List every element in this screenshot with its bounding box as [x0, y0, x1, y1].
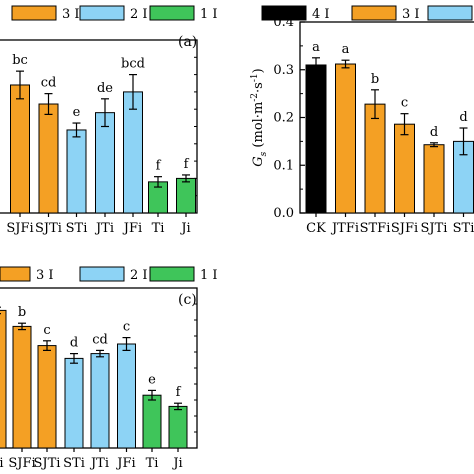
y-axis-label: Gs (mol·m-2·s-1) — [250, 68, 269, 166]
bar — [142, 394, 162, 449]
significance-letter: d — [459, 110, 467, 125]
significance-letter: f — [156, 159, 162, 174]
legend-swatch — [79, 5, 125, 21]
legend-swatch — [79, 266, 125, 282]
significance-letter: e — [148, 372, 156, 387]
significance-letter: c — [43, 323, 50, 338]
bar — [423, 144, 445, 214]
significance-letter: e — [73, 105, 81, 120]
x-tick-label: CK — [306, 221, 326, 236]
x-tick-label: STi — [66, 221, 88, 236]
legend-swatch — [351, 5, 397, 21]
panel-label: (a) — [178, 34, 197, 50]
x-tick-label: STFi — [360, 221, 391, 236]
significance-letter: a — [342, 42, 350, 57]
legend-swatch — [11, 5, 57, 21]
legend-label: 4 I — [312, 7, 330, 22]
x-tick-label: SJFi — [6, 221, 33, 236]
bar — [335, 63, 356, 214]
x-tick-label: JFi — [122, 221, 142, 236]
significance-letter: cd — [92, 332, 108, 347]
x-tick-label: JFi — [115, 456, 135, 471]
legend-label: 2 I — [130, 268, 148, 283]
significance-letter: d — [430, 125, 438, 140]
chart-panel-3: 3 I 2 I 1 I Fi b SJFi c SJTi d STi cd JTi c JFi e Ti f Ji… — [0, 266, 218, 471]
bar — [305, 64, 327, 214]
bar — [176, 177, 196, 214]
y-tick-label: 0.2 — [273, 111, 294, 126]
significance-letter: cd — [41, 76, 57, 91]
x-tick-label: Fi — [0, 456, 4, 471]
significance-letter: f — [184, 157, 190, 172]
bar — [123, 91, 143, 214]
bar — [394, 123, 415, 214]
x-tick-label: Ti — [146, 456, 159, 471]
significance-letter: c — [401, 96, 408, 111]
x-tick-label: JTi — [94, 221, 114, 236]
bar — [90, 353, 110, 449]
x-tick-label: SJTi — [421, 221, 448, 236]
bar — [38, 103, 59, 214]
x-tick-label: JTFi — [330, 221, 359, 236]
bar — [364, 103, 386, 214]
significance-letter: c — [123, 320, 130, 335]
bar — [117, 343, 136, 449]
significance-letter: b — [371, 72, 379, 87]
legend-label: 1 I — [200, 268, 218, 283]
significance-letter: bc — [12, 53, 28, 68]
x-tick-label: Ji — [179, 221, 190, 236]
legend-swatch — [0, 266, 31, 282]
bar — [12, 325, 32, 449]
significance-letter: f — [176, 385, 182, 400]
bar — [95, 112, 115, 214]
significance-letter: b — [18, 305, 26, 320]
legend-swatch — [149, 5, 195, 21]
legend-label: 2 I — [130, 7, 148, 22]
x-tick-label: STi — [453, 221, 474, 236]
x-tick-label: STi — [63, 456, 85, 471]
legend-swatch — [427, 5, 473, 21]
legend-swatch — [149, 266, 195, 282]
legend-label: 3 I — [62, 7, 80, 22]
significance-letter: d — [70, 336, 78, 351]
significance-letter: a — [312, 40, 320, 55]
chart-panel-2: 4 I3 I2 I0.00.10.20.30.4Gs (mol·m-2·s-1)… — [250, 5, 474, 236]
x-tick-label: Ti — [152, 221, 165, 236]
legend-label: 3 I — [36, 268, 54, 283]
legend-label: 3 I — [402, 7, 420, 22]
bar — [64, 357, 84, 449]
panel-label: (c) — [178, 292, 197, 308]
x-tick-label: SJFi — [8, 456, 35, 471]
y-tick-label: 0.1 — [273, 158, 294, 173]
bar — [10, 84, 30, 214]
bar — [0, 309, 7, 449]
x-tick-label: JTi — [89, 456, 109, 471]
significance-letter: de — [97, 81, 113, 96]
bar — [66, 129, 87, 214]
bar — [168, 405, 188, 449]
x-tick-label: SJTi — [34, 456, 61, 471]
legend-swatch — [261, 5, 307, 21]
significance-letter: bcd — [121, 57, 145, 72]
legend-label: 1 I — [200, 7, 218, 22]
bar — [37, 345, 57, 449]
x-tick-label: Ji — [171, 456, 182, 471]
x-tick-label: SJTi — [35, 221, 62, 236]
x-tick-label: SJFi — [391, 221, 418, 236]
chart-panel-1: 3 I 2 I 1 I bc SJFi cd SJTi e STi de JTi bcd JFi f Ti f… — [0, 5, 218, 236]
y-tick-label: 0.3 — [273, 63, 294, 78]
y-tick-label: 0.4 — [273, 15, 294, 30]
y-tick-label: 0.0 — [273, 206, 294, 221]
